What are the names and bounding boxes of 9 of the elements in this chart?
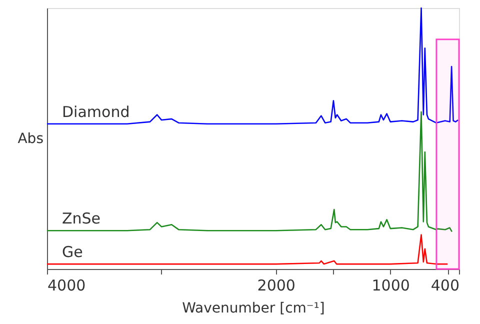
x-tick-label: 4000: [48, 276, 86, 294]
series-label: Diamond: [62, 102, 130, 121]
x-axis-title: Wavenumber [cm⁻¹]: [182, 300, 325, 316]
series-label: Ge: [62, 243, 83, 262]
series-label: ZnSe: [62, 210, 101, 228]
x-tick-label: 2000: [257, 276, 296, 294]
x-tick-label: 1000: [372, 276, 410, 294]
x-tick-label: 400: [430, 276, 460, 294]
y-axis-title: Abs: [18, 131, 44, 147]
